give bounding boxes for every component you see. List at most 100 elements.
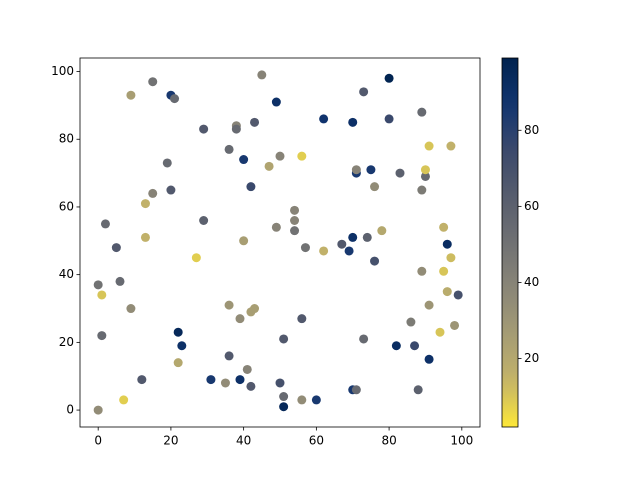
scatter-point (442, 239, 452, 249)
scatter-point (275, 151, 285, 161)
scatter-point (417, 107, 427, 117)
scatter-point (384, 73, 394, 83)
scatter-point (97, 331, 107, 341)
scatter-point (446, 253, 456, 263)
scatter-point (199, 215, 209, 225)
scatter-point (199, 124, 209, 134)
scatter-point (417, 185, 427, 195)
scatter-point (290, 226, 300, 236)
scatter-point (420, 171, 430, 181)
plot-frame (79, 57, 481, 428)
scatter-point (450, 320, 460, 330)
scatter-point (297, 395, 307, 405)
scatter-point (231, 124, 241, 134)
x-tick-label: 60 (309, 434, 324, 448)
scatter-point (173, 327, 183, 337)
scatter-point (435, 327, 445, 337)
scatter-point (297, 151, 307, 161)
scatter-point (126, 304, 136, 314)
scatter-point (366, 165, 376, 175)
scatter-point (410, 341, 420, 351)
scatter-point (166, 185, 176, 195)
x-tick-label: 100 (450, 434, 473, 448)
scatter-point (246, 381, 256, 391)
scatter-point (206, 375, 216, 385)
scatter-point (257, 70, 267, 80)
scatter-point (311, 395, 321, 405)
scatter-point (239, 155, 249, 165)
scatter-point (384, 114, 394, 124)
scatter-point (242, 364, 252, 374)
scatter-point (391, 341, 401, 351)
scatter-point (264, 161, 274, 171)
scatter-point (300, 243, 310, 253)
colorbar (501, 57, 519, 428)
y-tick-label: 0 (66, 403, 74, 417)
scatter-point (100, 219, 110, 229)
scatter-point (406, 317, 416, 327)
scatter-point (337, 239, 347, 249)
scatter-point (319, 114, 329, 124)
scatter-point (191, 253, 201, 263)
scatter-point (224, 351, 234, 361)
scatter-point (239, 236, 249, 246)
scatter-point (351, 385, 361, 395)
scatter-point (148, 188, 158, 198)
y-tick-label: 100 (51, 64, 74, 78)
scatter-point (148, 77, 158, 87)
scatter-point (290, 205, 300, 215)
scatter-point (348, 117, 358, 127)
scatter-point (362, 232, 372, 242)
scatter-point (271, 97, 281, 107)
scatter-point (442, 287, 452, 297)
scatter-point (250, 117, 260, 127)
scatter-point (111, 243, 121, 253)
scatter-point (220, 378, 230, 388)
scatter-point (279, 392, 289, 402)
scatter-point (140, 232, 150, 242)
scatter-point (359, 87, 369, 97)
colorbar-tick-label: 80 (524, 123, 539, 137)
y-tick-label: 60 (59, 199, 74, 213)
scatter-point (224, 300, 234, 310)
x-tick-label: 0 (94, 434, 102, 448)
scatter-point (137, 375, 147, 385)
colorbar-tick-label: 20 (524, 351, 539, 365)
scatter-point (290, 215, 300, 225)
scatter-point (271, 222, 281, 232)
x-tick-label: 80 (381, 434, 396, 448)
scatter-point (370, 256, 380, 266)
scatter-point (420, 165, 430, 175)
scatter-point (275, 378, 285, 388)
scatter-point (119, 395, 129, 405)
colorbar-tick-label: 40 (524, 275, 539, 289)
scatter-point (297, 314, 307, 324)
scatter-point (115, 276, 125, 286)
scatter-point (344, 246, 354, 256)
scatter-point (279, 334, 289, 344)
scatter-point (93, 405, 103, 415)
scatter-point (424, 300, 434, 310)
scatter-point (439, 266, 449, 276)
scatter-point (377, 226, 387, 236)
scatter-point (224, 144, 234, 154)
scatter-point (319, 246, 329, 256)
scatter-point (446, 141, 456, 151)
scatter-point (395, 168, 405, 178)
scatter-point (439, 222, 449, 232)
y-tick-label: 20 (59, 335, 74, 349)
scatter-point (173, 358, 183, 368)
scatter-point (417, 266, 427, 276)
x-tick-label: 40 (236, 434, 251, 448)
scatter-point (359, 334, 369, 344)
scatter-point (140, 199, 150, 209)
scatter-point (235, 314, 245, 324)
scatter-point (97, 290, 107, 300)
y-tick-label: 40 (59, 267, 74, 281)
scatter-point (246, 307, 256, 317)
scatter-point (279, 402, 289, 412)
colorbar-tick-label: 60 (524, 199, 539, 213)
scatter-point (424, 141, 434, 151)
scatter-point (351, 165, 361, 175)
scatter-point (93, 280, 103, 290)
